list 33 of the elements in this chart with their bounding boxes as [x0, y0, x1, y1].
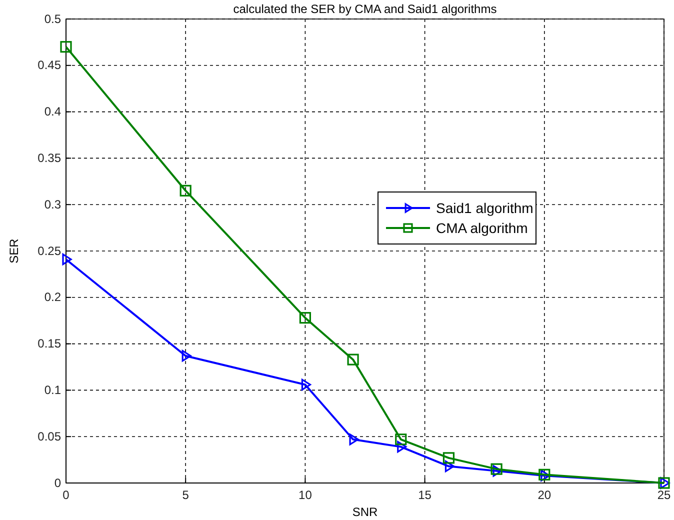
point [442, 452, 455, 464]
point [182, 350, 192, 362]
y-tick-label: 0.05 [38, 429, 62, 444]
point [444, 460, 455, 472]
y-tick-label: 0.4 [44, 104, 62, 119]
y-tick-label: 0.2 [44, 290, 62, 304]
x-tick-label: 20 [538, 488, 552, 502]
chart-title: calculated the SER by CMA and Said1 algorithms [233, 2, 497, 16]
legend-label: Said1 algorithm [436, 200, 534, 216]
x-tick-label: 10 [298, 488, 312, 502]
y-axis-title: SER [7, 238, 21, 264]
point [347, 354, 359, 366]
y-tick-label: 0.35 [38, 151, 62, 166]
x-tick-label: 5 [182, 488, 190, 502]
point [301, 378, 311, 390]
y-tick-label: 0.25 [38, 244, 62, 258]
x-tick-label: 15 [418, 488, 432, 502]
y-tick-label: 0.1 [44, 383, 62, 398]
y-tick-label: 0.5 [44, 12, 62, 26]
point [397, 441, 407, 453]
x-tick-label: 25 [657, 488, 671, 502]
legend-label: CMA algorithm [436, 220, 528, 236]
x-axis-title: SNR [352, 505, 378, 519]
point [349, 434, 359, 446]
y-tick-label: 0 [54, 476, 62, 490]
y-tick-label: 0.45 [38, 58, 62, 72]
y-tick-label: 0.3 [44, 197, 62, 212]
y-tick-label: 0.15 [38, 336, 62, 351]
point [395, 434, 407, 446]
point [60, 41, 72, 53]
point [299, 312, 311, 324]
point [180, 184, 192, 196]
point [62, 254, 72, 266]
